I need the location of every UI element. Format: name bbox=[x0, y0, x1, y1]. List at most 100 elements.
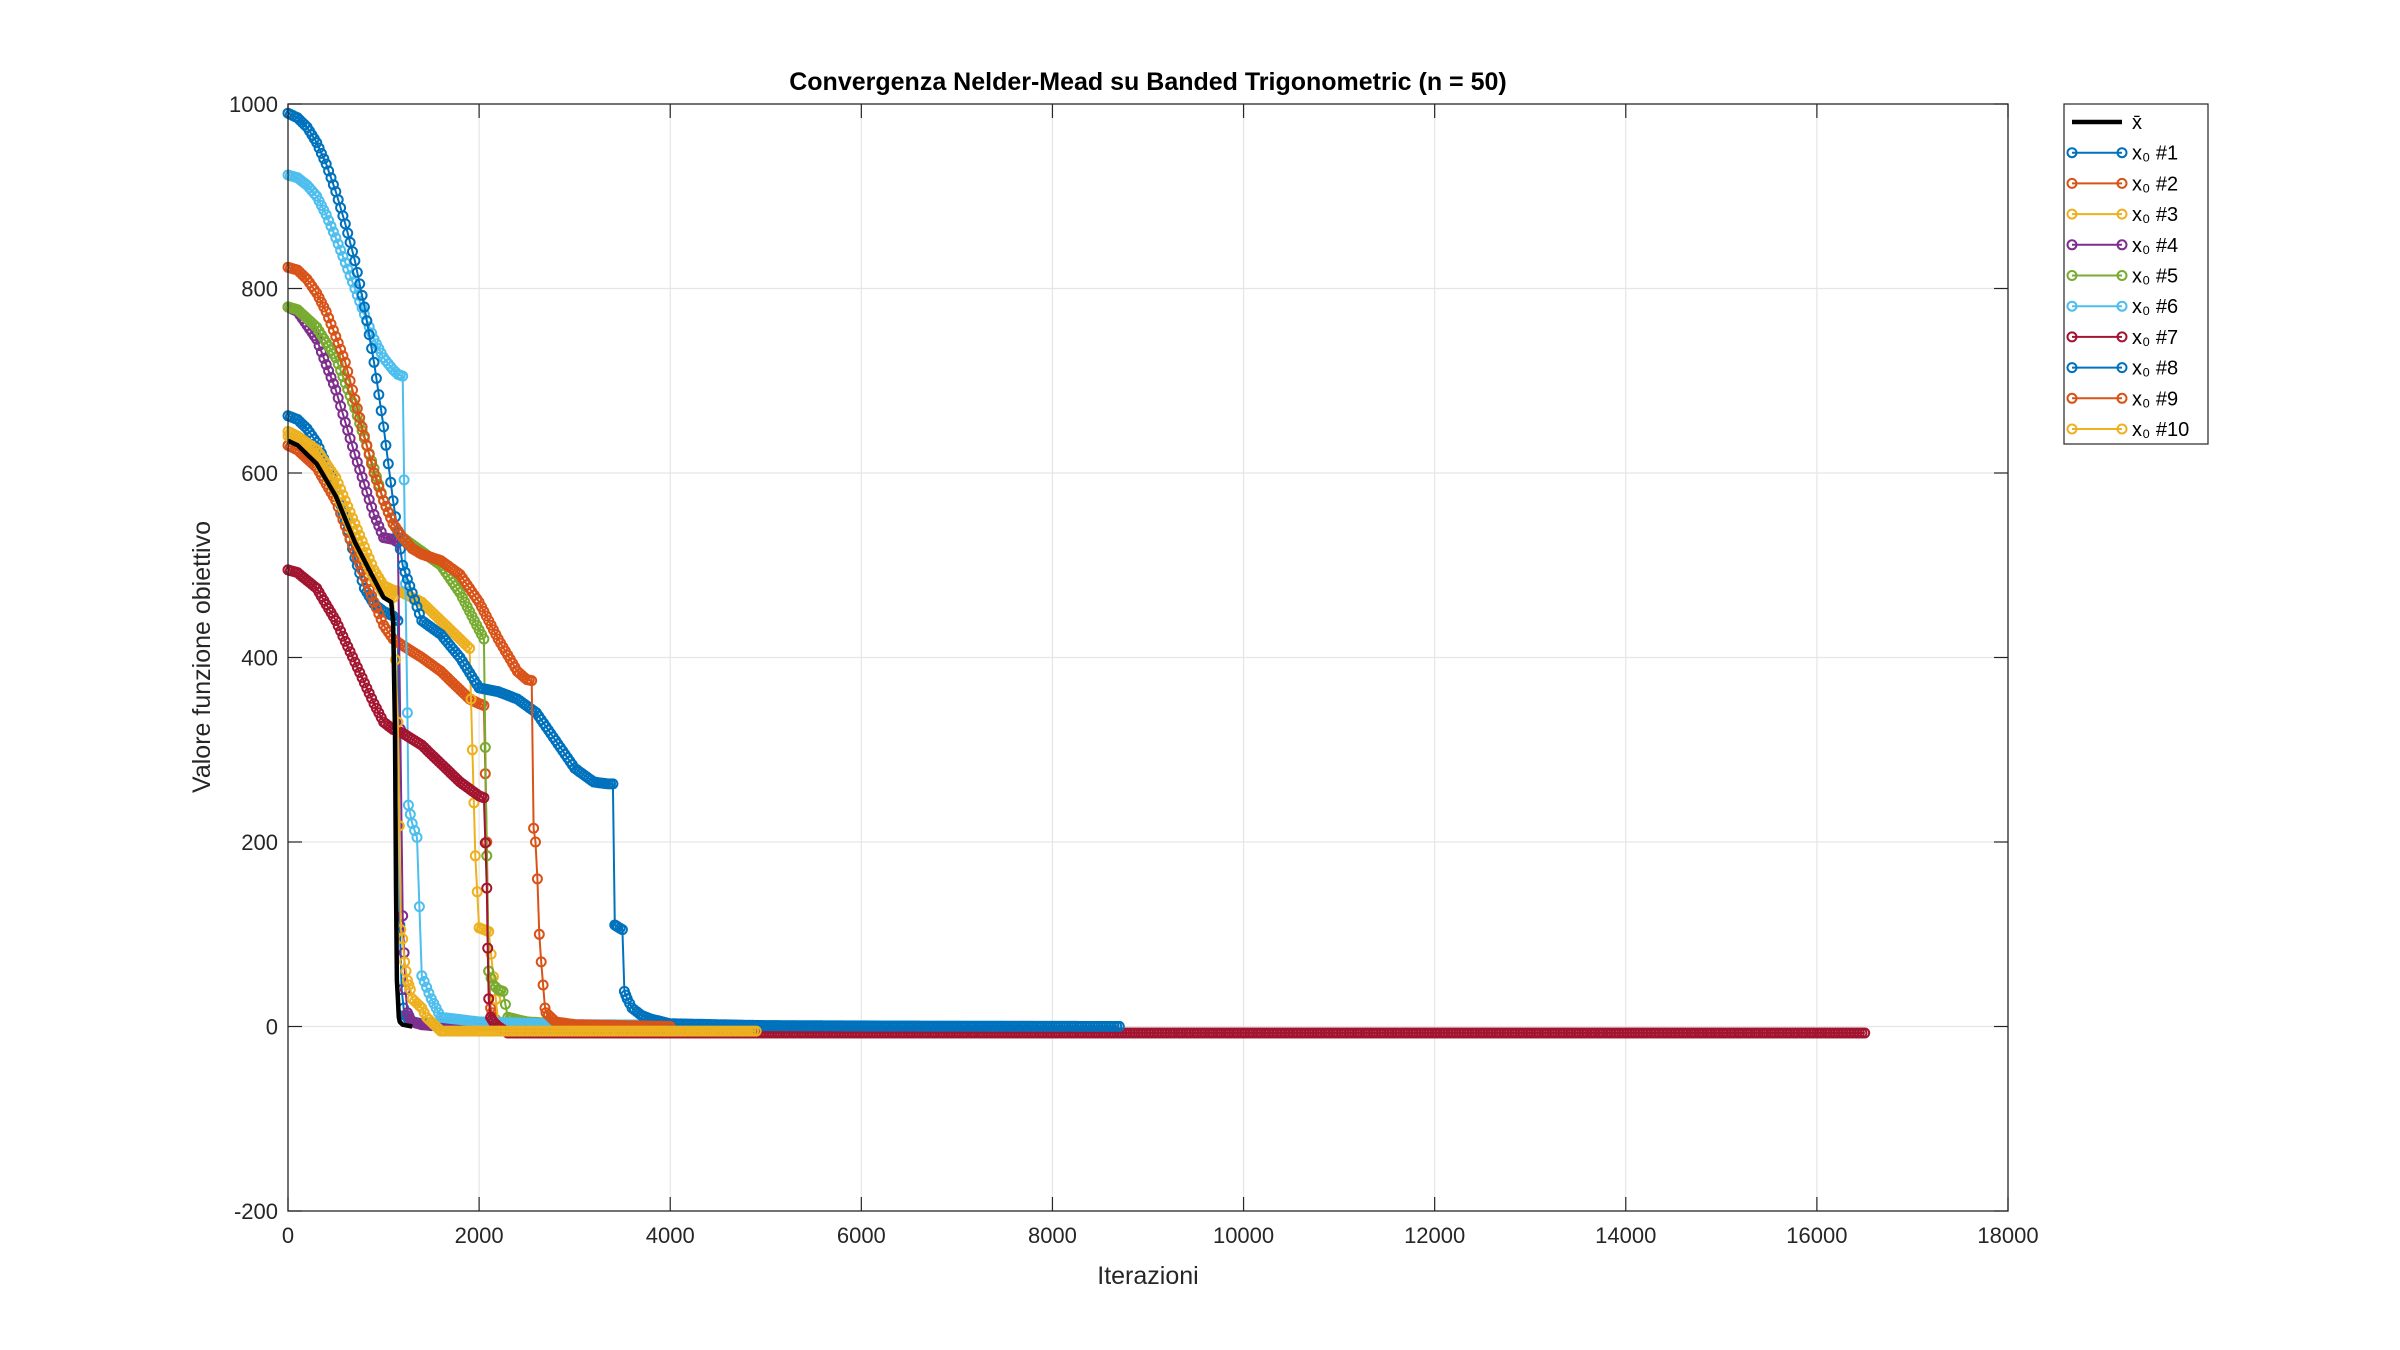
legend-marker bbox=[2066, 239, 2078, 251]
legend: x̄ x₀ #1 x₀ #2 x₀ #3 x₀ #4 x₀ #5 x₀ #6 x₀ #7 x₀ … bbox=[2063, 103, 2209, 445]
data-point bbox=[368, 467, 380, 479]
data-point bbox=[375, 488, 387, 500]
data-point bbox=[335, 364, 347, 376]
data-point bbox=[607, 778, 619, 790]
legend-marker bbox=[2116, 392, 2128, 404]
data-point bbox=[1859, 1027, 1871, 1039]
data-point bbox=[368, 596, 380, 608]
data-point bbox=[482, 942, 494, 954]
legend-items: x̄ x₀ #1 x₀ #2 x₀ #3 x₀ #4 x₀ #5 x₀ #6 x₀ #7 x₀ … bbox=[2066, 112, 2189, 441]
data-point bbox=[370, 602, 382, 614]
data-point bbox=[616, 924, 628, 936]
data-point bbox=[337, 250, 349, 262]
data-point bbox=[397, 559, 409, 571]
data-point bbox=[1113, 1020, 1125, 1032]
data-point bbox=[421, 981, 433, 993]
legend-label: x₀ #4 bbox=[2132, 235, 2178, 257]
data-point bbox=[373, 520, 385, 532]
data-point bbox=[382, 458, 394, 470]
data-point bbox=[370, 372, 382, 384]
data-point bbox=[483, 993, 495, 1005]
legend-label: x₀ #3 bbox=[2132, 204, 2178, 226]
data-point bbox=[347, 276, 358, 288]
legend-marker bbox=[2116, 362, 2128, 374]
data-point bbox=[411, 831, 423, 843]
data-point bbox=[332, 337, 344, 349]
data-point bbox=[315, 147, 327, 159]
data-point bbox=[358, 301, 370, 313]
x-tick-label: 18000 bbox=[1977, 1223, 2038, 1248]
data-point bbox=[320, 359, 332, 371]
data-point bbox=[337, 630, 349, 642]
data-point bbox=[479, 741, 491, 753]
legend-marker bbox=[2116, 208, 2128, 220]
data-point bbox=[342, 641, 354, 652]
legend-item: x₀ #5 bbox=[2066, 266, 2178, 288]
data-point bbox=[466, 744, 478, 756]
legend-marker bbox=[2066, 147, 2078, 159]
legend-label: x₀ #8 bbox=[2132, 358, 2178, 380]
data-point bbox=[323, 165, 335, 177]
data-point bbox=[528, 822, 540, 834]
x-tick-label: 4000 bbox=[646, 1223, 695, 1248]
data-point bbox=[404, 580, 416, 592]
data-point bbox=[385, 512, 397, 524]
y-axis-label: Valore funzione obiettivo bbox=[188, 521, 216, 793]
data-point bbox=[378, 421, 390, 433]
legend-label: x₀ #9 bbox=[2132, 388, 2178, 410]
data-point bbox=[398, 474, 410, 486]
data-point bbox=[344, 646, 356, 658]
data-point bbox=[403, 979, 415, 991]
series-line bbox=[287, 438, 413, 1029]
legend-item: x₀ #6 bbox=[2066, 296, 2178, 318]
legend-marker bbox=[2066, 177, 2078, 189]
legend-marker bbox=[2116, 331, 2128, 343]
x-tick-label: 12000 bbox=[1404, 1223, 1465, 1248]
data-point bbox=[327, 226, 339, 238]
data-point bbox=[485, 972, 497, 984]
data-point bbox=[373, 608, 385, 620]
legend-label: x₀ #10 bbox=[2132, 419, 2189, 441]
data-point bbox=[478, 633, 490, 645]
legend-marker bbox=[2116, 239, 2128, 251]
data-point bbox=[479, 837, 491, 849]
data-point bbox=[497, 985, 509, 997]
data-point bbox=[416, 970, 428, 982]
axis-ticks: 0 2000 4000 6000 8000 10000 12000 14000 16000 180… bbox=[229, 92, 2039, 1248]
data-point bbox=[499, 998, 511, 1010]
data-point bbox=[327, 324, 339, 336]
data-point bbox=[411, 601, 423, 613]
legend-marker bbox=[2116, 423, 2128, 435]
legend-marker bbox=[2066, 300, 2078, 312]
series-layer bbox=[282, 107, 1871, 1039]
y-tick-label: 200 bbox=[241, 830, 278, 855]
legend-item: x₀ #4 bbox=[2066, 235, 2178, 257]
data-point bbox=[375, 405, 387, 417]
data-point bbox=[469, 850, 481, 862]
data-point bbox=[330, 331, 342, 342]
data-point bbox=[323, 312, 335, 324]
data-point bbox=[368, 509, 380, 520]
legend-marker bbox=[2116, 270, 2128, 281]
x-tick-label: 6000 bbox=[837, 1223, 886, 1248]
legend-marker bbox=[2066, 392, 2078, 404]
data-point bbox=[385, 476, 397, 488]
legend-marker bbox=[2066, 270, 2078, 281]
data-point bbox=[361, 682, 373, 694]
legend-marker bbox=[2116, 177, 2128, 189]
data-point bbox=[354, 667, 366, 678]
data-point bbox=[490, 993, 502, 1005]
data-point bbox=[406, 818, 418, 829]
data-point bbox=[373, 389, 385, 401]
data-point bbox=[375, 613, 387, 625]
data-point bbox=[327, 378, 339, 390]
data-point bbox=[332, 238, 344, 250]
data-point bbox=[330, 352, 342, 364]
legend-item: x̄ bbox=[2072, 112, 2142, 134]
data-point bbox=[406, 587, 418, 599]
y-tick-label: -200 bbox=[234, 1199, 278, 1224]
data-point bbox=[465, 693, 477, 705]
data-point bbox=[461, 640, 473, 652]
data-point bbox=[382, 506, 394, 518]
